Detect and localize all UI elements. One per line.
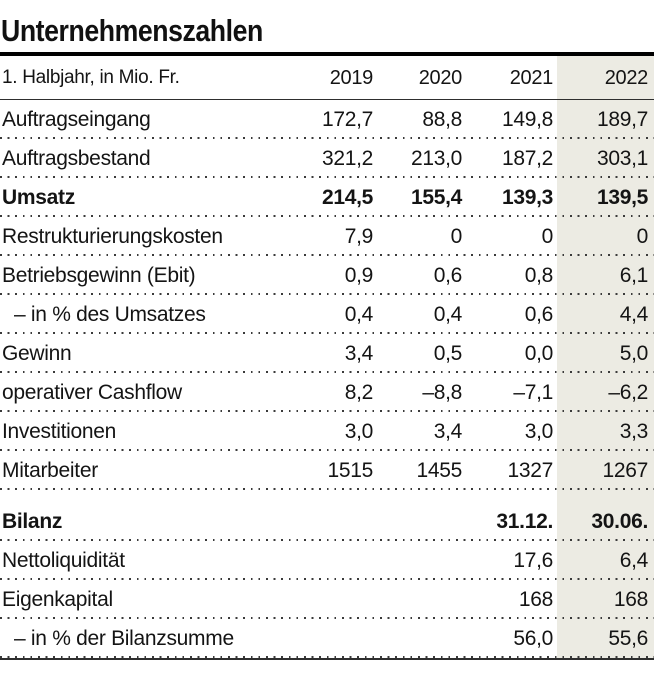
row-value-2020: 0,5 <box>433 341 463 365</box>
row-value-2019: 214,5 <box>321 185 373 209</box>
column-header-2021: 2021 <box>509 66 554 89</box>
row-value-2019: 3,0 <box>344 419 374 443</box>
row-value-2022: 189,7 <box>596 107 648 131</box>
row-value-2019: 0,9 <box>344 263 374 287</box>
column-header-2019: 2019 <box>329 66 374 89</box>
table-row: operativer Cashflow 8,2 –8,8 –7,1 –6,2 <box>0 373 654 412</box>
row-value-2022: 5,0 <box>619 341 649 365</box>
row-value-2019: 3,4 <box>344 341 374 365</box>
row-value-2020: 213,0 <box>410 146 462 170</box>
table-row: Restrukturierungskosten 7,9 0 0 0 <box>0 217 654 256</box>
table-row: Mitarbeiter 1515 1455 1327 1267 <box>0 451 654 490</box>
column-header-2022: 2022 <box>604 66 649 89</box>
row-label: – in % der Bilanzsumme <box>14 626 234 650</box>
row-value-2019: 0,4 <box>344 302 374 326</box>
table-row: Umsatz 214,5 155,4 139,3 139,5 <box>0 178 654 217</box>
row-value-2022: 168 <box>613 587 648 611</box>
table-row: – in % der Bilanzsumme 56,0 55,6 <box>0 619 654 658</box>
row-value-2020: 3,4 <box>433 419 463 443</box>
row-value-2020: 0,6 <box>433 263 463 287</box>
row-value-2022: 0 <box>636 224 649 248</box>
row-label: Auftragsbestand <box>2 146 151 170</box>
row-label: Betriebsgewinn (Ebit) <box>2 263 196 287</box>
row-value-2021: 0 <box>541 224 554 248</box>
row-label: Umsatz <box>2 185 75 209</box>
row-value-2021: 56,0 <box>513 626 553 650</box>
row-value-2021: 17,6 <box>513 548 553 572</box>
highlight-column-2022-band <box>557 56 654 658</box>
row-value-2020: 88,8 <box>422 107 462 131</box>
table-bottom-rule <box>0 658 654 660</box>
row-value-2020: 0,4 <box>433 302 463 326</box>
row-value-2021: 149,8 <box>501 107 553 131</box>
table-row: Auftragseingang 172,7 88,8 149,8 189,7 <box>0 100 654 139</box>
row-value-2021: 31.12. <box>496 509 553 533</box>
row-label: Investitionen <box>2 419 117 443</box>
row-value-2022: 55,6 <box>608 626 648 650</box>
table-row: – in % des Umsatzes 0,4 0,4 0,6 4,4 <box>0 295 654 334</box>
row-value-2022: 6,1 <box>619 263 649 287</box>
row-value-2019: 7,9 <box>344 224 374 248</box>
page-title: Unternehmenszahlen <box>1 11 654 50</box>
row-value-2021: 0,6 <box>524 302 554 326</box>
row-value-2022: 30.06. <box>591 509 648 533</box>
row-value-2021: –7,1 <box>513 380 553 404</box>
row-label: Eigenkapital <box>2 587 113 611</box>
row-label: Restrukturierungskosten <box>2 224 223 248</box>
row-value-2021: 168 <box>518 587 553 611</box>
row-value-2021: 1327 <box>507 458 553 482</box>
table-header-row: 1. Halbjahr, in Mio. Fr. 2019 2020 2021 … <box>0 56 654 100</box>
row-value-2019: 172,7 <box>321 107 373 131</box>
table-row: Bilanz 31.12. 30.06. <box>0 490 654 541</box>
table-row: Investitionen 3,0 3,4 3,0 3,3 <box>0 412 654 451</box>
row-label: – in % des Umsatzes <box>14 302 206 326</box>
row-label: Mitarbeiter <box>2 458 98 482</box>
row-value-2022: 3,3 <box>619 419 649 443</box>
row-value-2021: 187,2 <box>501 146 553 170</box>
row-value-2021: 0,0 <box>524 341 554 365</box>
title-rule <box>0 52 654 56</box>
table-row: Betriebsgewinn (Ebit) 0,9 0,6 0,8 6,1 <box>0 256 654 295</box>
table-body: Auftragseingang 172,7 88,8 149,8 189,7 A… <box>0 100 654 658</box>
row-label: Gewinn <box>2 341 72 365</box>
row-value-2022: 1267 <box>602 458 648 482</box>
row-value-2022: 303,1 <box>596 146 648 170</box>
table-corner-label: 1. Halbjahr, in Mio. Fr. <box>2 67 180 88</box>
table-row: Nettoliquidität 17,6 6,4 <box>0 541 654 580</box>
row-value-2020: 155,4 <box>410 185 462 209</box>
row-label: Nettoliquidität <box>2 548 125 572</box>
row-value-2019: 1515 <box>327 458 373 482</box>
row-value-2022: 139,5 <box>596 185 648 209</box>
financial-table: 1. Halbjahr, in Mio. Fr. 2019 2020 2021 … <box>0 56 654 658</box>
row-value-2022: –6,2 <box>608 380 648 404</box>
row-value-2022: 4,4 <box>619 302 649 326</box>
table-row: Auftragsbestand 321,2 213,0 187,2 303,1 <box>0 139 654 178</box>
row-value-2020: 0 <box>450 224 463 248</box>
row-value-2019: 321,2 <box>321 146 373 170</box>
table-row: Eigenkapital 168 168 <box>0 580 654 619</box>
row-value-2021: 3,0 <box>524 419 554 443</box>
row-label: Auftragseingang <box>2 107 151 131</box>
row-value-2020: –8,8 <box>422 380 462 404</box>
column-header-2020: 2020 <box>418 66 463 89</box>
row-value-2021: 0,8 <box>524 263 554 287</box>
page-title-text: Unternehmenszahlen <box>1 13 263 48</box>
row-value-2020: 1455 <box>416 458 462 482</box>
row-value-2021: 139,3 <box>501 185 553 209</box>
row-value-2022: 6,4 <box>619 548 649 572</box>
row-value-2019: 8,2 <box>344 380 374 404</box>
row-label: Bilanz <box>2 509 63 533</box>
row-label: operativer Cashflow <box>2 380 182 404</box>
table-row: Gewinn 3,4 0,5 0,0 5,0 <box>0 334 654 373</box>
